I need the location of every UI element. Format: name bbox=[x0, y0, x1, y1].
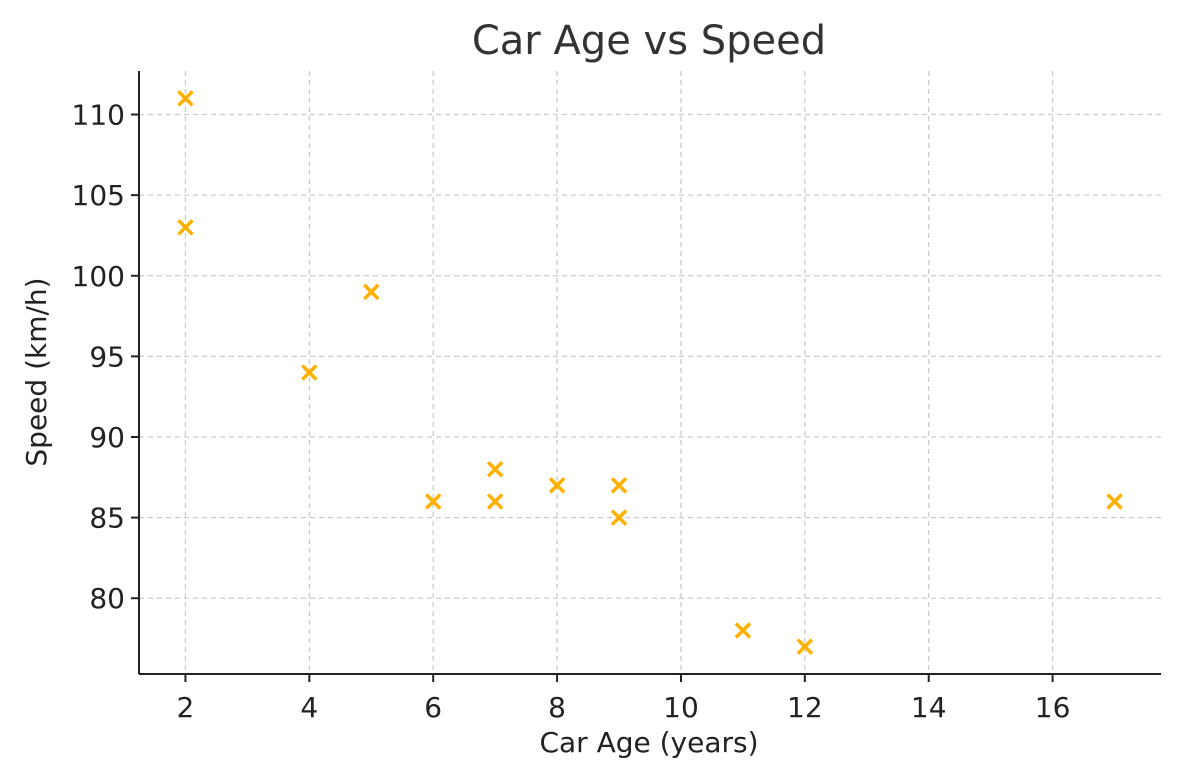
axes bbox=[138, 71, 1161, 675]
data-point bbox=[796, 638, 814, 655]
x-tick-label: 12 bbox=[787, 691, 823, 724]
data-point bbox=[548, 477, 566, 494]
x-tick-label: 2 bbox=[177, 691, 195, 724]
x-tick-label: 6 bbox=[424, 691, 442, 724]
x-tick-label: 16 bbox=[1035, 691, 1071, 724]
y-tick-label: 80 bbox=[89, 582, 125, 615]
grid bbox=[139, 71, 1161, 674]
y-axis-label: Speed (km/h) bbox=[20, 277, 53, 466]
y-tick-label: 95 bbox=[89, 340, 125, 373]
data-point bbox=[486, 493, 504, 510]
data-point bbox=[486, 461, 504, 478]
y-tick-label: 85 bbox=[89, 502, 125, 535]
data-point bbox=[177, 219, 194, 236]
x-tick-label: 8 bbox=[548, 691, 566, 724]
chart-title: Car Age vs Speed bbox=[472, 18, 826, 64]
data-point bbox=[363, 283, 380, 301]
x-tick-label: 4 bbox=[300, 691, 318, 724]
x-tick-label: 14 bbox=[911, 691, 947, 724]
data-point bbox=[734, 622, 752, 639]
data-points bbox=[177, 90, 1123, 655]
y-tick-label: 100 bbox=[72, 260, 125, 293]
data-point bbox=[424, 493, 442, 510]
x-tick-label: 10 bbox=[663, 691, 699, 724]
y-tick-label: 90 bbox=[89, 421, 125, 454]
data-point bbox=[610, 477, 628, 494]
y-tick-label: 110 bbox=[72, 99, 125, 132]
ticks: 2 4 6 8 10 12 14 16 80 85 90 95 100 105 110 bbox=[72, 99, 1071, 724]
x-axis-label: Car Age (years) bbox=[539, 726, 758, 759]
y-tick-label: 105 bbox=[72, 179, 125, 212]
data-point bbox=[177, 90, 194, 107]
data-point bbox=[301, 364, 318, 381]
data-point bbox=[1106, 493, 1123, 510]
data-point bbox=[610, 509, 628, 526]
